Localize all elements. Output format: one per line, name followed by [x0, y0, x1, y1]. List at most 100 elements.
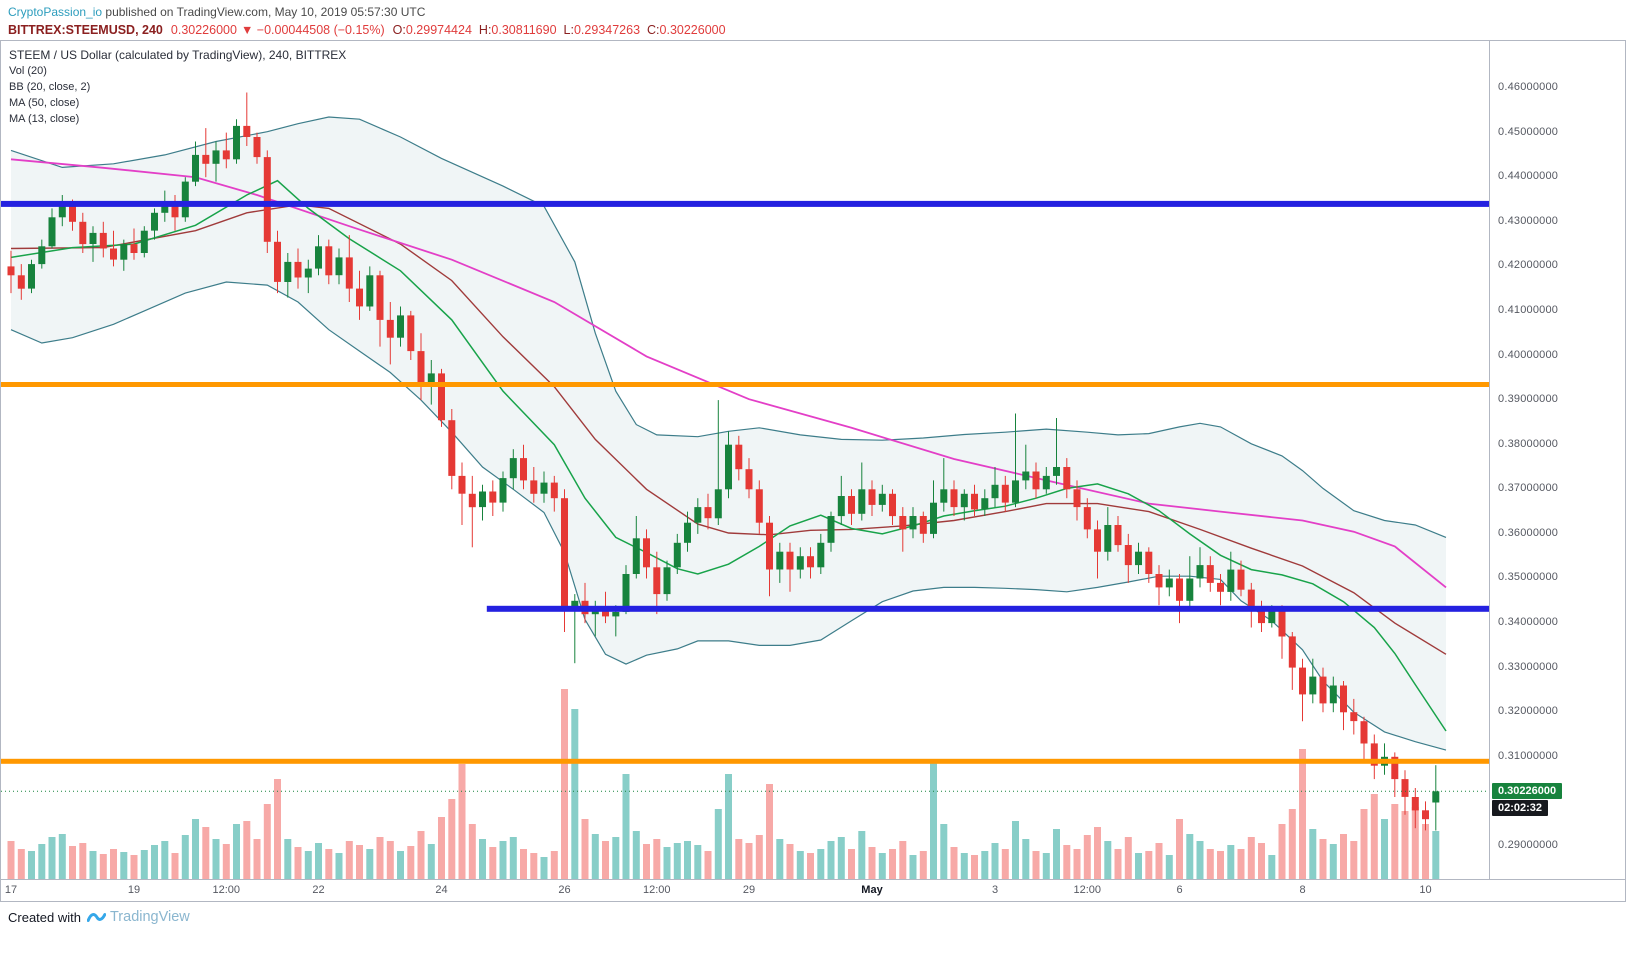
price-chart-plot[interactable]: STEEM / US Dollar (calculated by Trading…: [1, 41, 1490, 879]
high-value: 0.30811690: [491, 23, 557, 37]
volume-bar: [1247, 837, 1255, 879]
volume-bar: [489, 847, 497, 879]
candle-body: [940, 489, 948, 503]
volume-bar: [1022, 839, 1030, 879]
volume-bar: [315, 843, 322, 879]
candle-body: [151, 212, 158, 231]
volume-bar: [1360, 809, 1368, 879]
volume-bar: [89, 851, 97, 879]
candle-body: [1145, 551, 1153, 574]
candle-body: [848, 496, 855, 514]
volume-bar: [837, 837, 845, 879]
volume-bar: [458, 764, 466, 879]
volume-bar: [110, 849, 117, 879]
volume-bar: [878, 853, 886, 879]
candle-body: [468, 493, 476, 508]
candle-body: [725, 444, 732, 490]
volume-bar: [212, 839, 220, 879]
candle-body: [181, 181, 189, 218]
volume-bar: [284, 839, 292, 879]
volume-bar: [796, 851, 804, 879]
volume-bar: [1381, 819, 1388, 879]
candle-body: [1237, 569, 1245, 590]
candle-body: [1206, 565, 1214, 583]
candle-body: [643, 538, 650, 568]
candle-body: [48, 217, 56, 247]
last-price-tag: 0.30226000: [1492, 783, 1563, 800]
candle-body: [1340, 685, 1347, 713]
price-tick-label: 0.34000000: [1498, 616, 1559, 629]
candle-body: [274, 241, 281, 282]
candle-body: [673, 542, 681, 568]
volume-bar: [981, 851, 989, 879]
volume-bar: [1176, 819, 1183, 879]
price-tick-label: 0.31000000: [1498, 749, 1559, 762]
volume-bar: [1042, 853, 1050, 879]
candle-body: [1309, 676, 1317, 695]
created-with-text: Created with: [8, 909, 81, 925]
volume-bar: [1422, 824, 1429, 879]
volume-bar: [848, 849, 855, 879]
symbol-link[interactable]: BITTREX:STEEMUSD, 240: [8, 23, 163, 37]
candle-body: [571, 600, 579, 610]
candle-body: [817, 542, 825, 568]
candle-body: [325, 246, 333, 276]
candle-body: [1422, 810, 1429, 820]
volume-bar: [304, 851, 312, 879]
candle-body: [356, 288, 363, 307]
candle-body: [7, 266, 15, 276]
volume-bar: [571, 709, 579, 879]
candle-body: [1391, 756, 1399, 780]
volume-bar: [1340, 834, 1347, 879]
candle-body: [1186, 578, 1194, 601]
volume-bar: [766, 784, 773, 879]
candle-body: [520, 458, 527, 481]
volume-bar: [684, 841, 691, 879]
candle-body: [17, 275, 25, 289]
price-axis[interactable]: 0.30226000 02:02:32 0.46000000 0.45000000…: [1491, 41, 1625, 879]
candle-body: [868, 489, 876, 505]
volume-bar: [17, 849, 25, 879]
candle-body: [438, 373, 445, 421]
publish-info-line: CryptoPassion_io published on TradingVie…: [8, 5, 1619, 20]
volume-bar: [438, 817, 445, 879]
time-tick-label: 22: [312, 884, 325, 896]
volume-bar: [1391, 804, 1399, 879]
candle-body: [694, 507, 702, 523]
tradingview-link[interactable]: TradingView: [86, 909, 190, 925]
author-link[interactable]: CryptoPassion_io: [8, 5, 103, 19]
candle-body: [110, 248, 117, 260]
price-tick-label: 0.33000000: [1498, 660, 1559, 673]
candle-body: [1032, 471, 1040, 490]
candle-body: [1319, 676, 1327, 704]
candle-body: [120, 244, 128, 260]
volume-bar: [930, 759, 937, 879]
volume-bar: [294, 847, 302, 879]
price-tick-label: 0.43000000: [1498, 214, 1559, 227]
volume-bar: [694, 845, 702, 879]
candle-body: [786, 551, 794, 570]
volume-bar: [1104, 841, 1112, 879]
volume-bar: [386, 841, 394, 879]
volume-bar: [1350, 841, 1358, 879]
time-tick-label: 10: [1419, 884, 1432, 896]
volume-bar: [99, 854, 107, 879]
candle-body: [1083, 507, 1091, 530]
volume-bar: [28, 851, 35, 879]
candle-body: [1155, 574, 1163, 588]
volume-bar: [622, 774, 630, 879]
low-label: L:: [563, 23, 574, 37]
time-axis[interactable]: 17 19 12:00 22 24 26 12:00 29 May 3 12:00 6 8 10: [1, 879, 1491, 902]
price-tick-label: 0.44000000: [1498, 170, 1559, 183]
volume-bar: [192, 819, 199, 879]
candle-body: [1135, 551, 1142, 566]
volume-bar: [858, 831, 866, 879]
price-tick-label: 0.41000000: [1498, 303, 1559, 316]
close-label: C:: [647, 23, 660, 37]
volume-bar: [1227, 845, 1235, 879]
volume-bar: [243, 821, 251, 879]
volume-bar: [1401, 811, 1409, 879]
quote-line: BITTREX:STEEMUSD, 240 0.30226000 ▼ −0.0004…: [8, 22, 1619, 39]
published-text: published on TradingView.com, May 10, 20…: [102, 5, 426, 19]
volume-bar: [1206, 849, 1214, 879]
